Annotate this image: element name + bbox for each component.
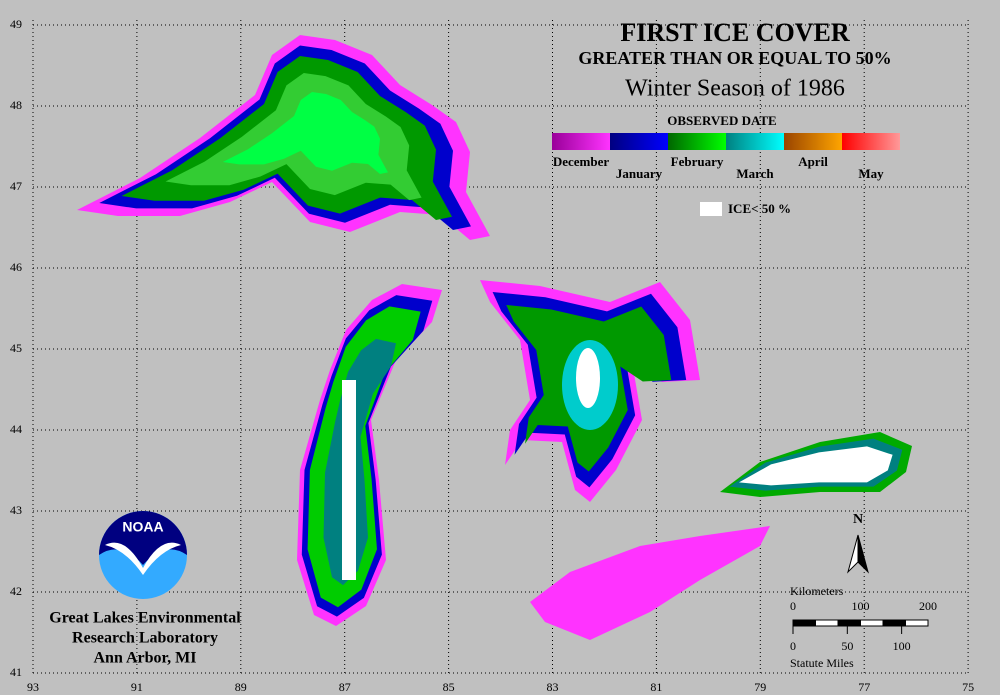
logo-top xyxy=(99,511,187,565)
mile-label: 100 xyxy=(893,639,911,653)
logo-gull xyxy=(105,542,181,575)
scale-segment xyxy=(837,619,861,627)
legend-title: OBSERVED DATE xyxy=(667,113,776,128)
graticule: 41 42 43 44 45 46 47 48 49 93 91 89 87 85 83 81 79 77 75 xyxy=(10,17,974,694)
lon-label: 77 xyxy=(858,680,870,694)
lon-label: 87 xyxy=(339,680,351,694)
lon-label: 75 xyxy=(962,680,974,694)
lat-label: 45 xyxy=(10,341,22,355)
lat-label: 42 xyxy=(10,584,22,598)
north-arrow: N xyxy=(847,512,869,574)
ice-december xyxy=(530,526,770,640)
legend-swatch xyxy=(552,133,610,150)
lon-label: 79 xyxy=(754,680,766,694)
legend-swatch xyxy=(668,133,726,150)
lat-label: 44 xyxy=(10,422,22,436)
lat-label: 46 xyxy=(10,260,22,274)
lake-huron xyxy=(480,280,700,502)
legend-label: January xyxy=(616,166,663,181)
lat-label: 43 xyxy=(10,503,22,517)
km-title: Kilometers xyxy=(790,584,844,598)
north-label: N xyxy=(853,512,863,527)
legend-label: February xyxy=(671,154,724,169)
title: FIRST ICE COVER xyxy=(620,18,849,47)
scale-segment xyxy=(860,619,884,627)
mile-label: 50 xyxy=(841,639,853,653)
scale-segment xyxy=(882,619,906,627)
lake-michigan xyxy=(297,284,442,626)
legend-swatch xyxy=(784,133,842,150)
arrow-left xyxy=(847,534,859,574)
lon-label: 93 xyxy=(27,680,39,694)
arrow-right xyxy=(857,534,869,574)
season: Winter Season of 1986 xyxy=(625,76,845,102)
lon-label: 85 xyxy=(443,680,455,694)
km-label: 200 xyxy=(919,599,937,613)
scale-segment xyxy=(792,619,816,627)
legend-swatch xyxy=(726,133,784,150)
credit-line: Ann Arbor, MI xyxy=(94,650,197,667)
lake-ontario xyxy=(720,432,912,497)
legend-label: March xyxy=(736,166,774,181)
scale-segment xyxy=(815,619,839,627)
legend-swatch xyxy=(610,133,668,150)
lon-label: 89 xyxy=(235,680,247,694)
legend-swatch xyxy=(842,133,900,150)
noaa-logo: NOAA xyxy=(99,511,187,599)
lake-erie xyxy=(530,526,770,640)
legend-label: April xyxy=(798,154,828,169)
ice-label: ICE< 50 % xyxy=(728,201,791,216)
lake-superior xyxy=(77,35,490,240)
lat-label: 49 xyxy=(10,17,22,31)
lat-label: 48 xyxy=(10,98,22,112)
mile-label: 0 xyxy=(790,639,796,653)
lat-label: 47 xyxy=(10,179,22,193)
lat-label: 41 xyxy=(10,665,22,679)
credits: Great Lakes Environmental Research Labora… xyxy=(49,610,241,667)
legend-label: May xyxy=(858,166,884,181)
ice-swatch xyxy=(700,202,722,216)
lon-label: 81 xyxy=(650,680,662,694)
scale-segment xyxy=(905,619,929,627)
km-label: 100 xyxy=(852,599,870,613)
ice-below-50 xyxy=(576,348,600,408)
legend: December January February March April May xyxy=(552,133,900,181)
credit-line: Great Lakes Environmental xyxy=(49,610,241,627)
credit-line: Research Laboratory xyxy=(72,630,218,647)
lon-label: 91 xyxy=(131,680,143,694)
mile-title: Statute Miles xyxy=(790,656,854,670)
subtitle: GREATER THAN OR EQUAL TO 50% xyxy=(578,48,891,68)
lon-label: 83 xyxy=(547,680,559,694)
km-label: 0 xyxy=(790,599,796,613)
ice-below-50 xyxy=(342,380,356,580)
logo-text: NOAA xyxy=(122,519,163,535)
legend-label: December xyxy=(553,154,610,169)
